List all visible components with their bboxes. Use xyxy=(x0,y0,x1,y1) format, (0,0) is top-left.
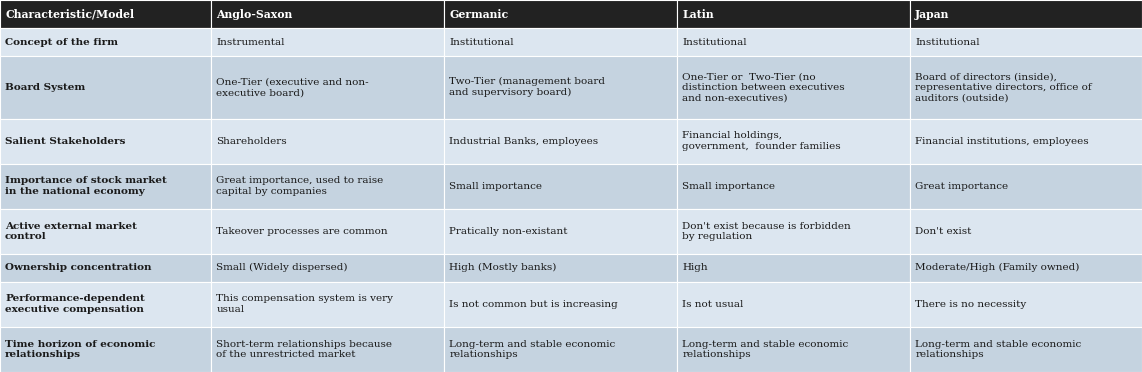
Text: Board of directors (inside),
representative directors, office of
auditors (outsi: Board of directors (inside), representat… xyxy=(915,72,1092,103)
Text: Institutional: Institutional xyxy=(915,38,980,47)
Text: Moderate/High (Family owned): Moderate/High (Family owned) xyxy=(915,263,1079,272)
Bar xyxy=(910,119,1142,164)
Bar xyxy=(0,327,211,372)
Bar xyxy=(211,282,444,327)
Bar xyxy=(211,164,444,209)
Text: Small importance: Small importance xyxy=(682,182,775,191)
Text: Performance-dependent
executive compensation: Performance-dependent executive compensa… xyxy=(5,294,145,314)
Text: Financial institutions, employees: Financial institutions, employees xyxy=(915,137,1088,146)
Bar xyxy=(910,327,1142,372)
Text: Japan: Japan xyxy=(915,9,949,20)
Text: High (Mostly banks): High (Mostly banks) xyxy=(449,263,556,272)
Text: Institutional: Institutional xyxy=(682,38,747,47)
Bar xyxy=(910,254,1142,282)
Bar xyxy=(0,282,211,327)
Text: There is no necessity: There is no necessity xyxy=(915,300,1027,309)
Bar xyxy=(677,119,910,164)
Text: Latin: Latin xyxy=(682,9,714,20)
Text: Board System: Board System xyxy=(5,83,86,92)
Bar xyxy=(211,56,444,119)
Text: Great importance, used to raise
capital by companies: Great importance, used to raise capital … xyxy=(216,176,384,196)
Bar xyxy=(677,56,910,119)
Text: Takeover processes are common: Takeover processes are common xyxy=(216,227,388,236)
Bar xyxy=(0,28,211,56)
Text: Anglo-Saxon: Anglo-Saxon xyxy=(216,9,292,20)
Bar xyxy=(444,209,677,254)
Bar xyxy=(0,56,211,119)
Text: Small importance: Small importance xyxy=(449,182,542,191)
Text: Shareholders: Shareholders xyxy=(216,137,287,146)
Bar xyxy=(211,327,444,372)
Text: Pratically non-existant: Pratically non-existant xyxy=(449,227,568,236)
Text: Don't exist because is forbidden
by regulation: Don't exist because is forbidden by regu… xyxy=(682,222,851,241)
Bar xyxy=(910,0,1142,28)
Text: Long-term and stable economic
relationships: Long-term and stable economic relationsh… xyxy=(915,340,1081,359)
Text: Industrial Banks, employees: Industrial Banks, employees xyxy=(449,137,598,146)
Bar xyxy=(211,254,444,282)
Bar xyxy=(677,327,910,372)
Bar xyxy=(910,282,1142,327)
Bar xyxy=(444,56,677,119)
Bar xyxy=(910,28,1142,56)
Bar xyxy=(211,28,444,56)
Text: Is not usual: Is not usual xyxy=(682,300,743,309)
Bar xyxy=(910,56,1142,119)
Text: One-Tier (executive and non-
executive board): One-Tier (executive and non- executive b… xyxy=(216,77,369,97)
Text: Concept of the firm: Concept of the firm xyxy=(5,38,118,47)
Text: Germanic: Germanic xyxy=(449,9,508,20)
Bar xyxy=(677,282,910,327)
Text: Ownership concentration: Ownership concentration xyxy=(5,263,152,272)
Text: Don't exist: Don't exist xyxy=(915,227,972,236)
Bar xyxy=(677,28,910,56)
Bar xyxy=(211,0,444,28)
Bar xyxy=(444,0,677,28)
Text: This compensation system is very
usual: This compensation system is very usual xyxy=(216,294,393,314)
Text: Institutional: Institutional xyxy=(449,38,514,47)
Bar xyxy=(0,254,211,282)
Bar xyxy=(444,164,677,209)
Text: Active external market
control: Active external market control xyxy=(5,222,137,241)
Bar xyxy=(910,164,1142,209)
Text: Characteristic/Model: Characteristic/Model xyxy=(5,9,134,20)
Text: Small (Widely dispersed): Small (Widely dispersed) xyxy=(216,263,348,272)
Text: Financial holdings,
government,  founder families: Financial holdings, government, founder … xyxy=(682,131,841,151)
Bar xyxy=(0,164,211,209)
Bar xyxy=(0,209,211,254)
Bar xyxy=(444,119,677,164)
Bar xyxy=(677,164,910,209)
Bar xyxy=(444,282,677,327)
Bar xyxy=(0,0,211,28)
Text: Long-term and stable economic
relationships: Long-term and stable economic relationsh… xyxy=(449,340,616,359)
Bar xyxy=(0,119,211,164)
Bar xyxy=(677,0,910,28)
Text: Instrumental: Instrumental xyxy=(216,38,284,47)
Text: Salient Stakeholders: Salient Stakeholders xyxy=(5,137,126,146)
Text: Great importance: Great importance xyxy=(915,182,1008,191)
Text: Time horizon of economic
relationships: Time horizon of economic relationships xyxy=(5,340,155,359)
Text: Importance of stock market
in the national economy: Importance of stock market in the nation… xyxy=(5,176,167,196)
Bar xyxy=(211,119,444,164)
Bar xyxy=(444,327,677,372)
Text: High: High xyxy=(682,263,708,272)
Bar xyxy=(910,209,1142,254)
Bar xyxy=(677,209,910,254)
Text: Short-term relationships because
of the unrestricted market: Short-term relationships because of the … xyxy=(216,340,392,359)
Text: One-Tier or  Two-Tier (no
distinction between executives
and non-executives): One-Tier or Two-Tier (no distinction bet… xyxy=(682,72,845,103)
Text: Two-Tier (management board
and supervisory board): Two-Tier (management board and superviso… xyxy=(449,77,605,97)
Bar xyxy=(211,209,444,254)
Text: Long-term and stable economic
relationships: Long-term and stable economic relationsh… xyxy=(682,340,849,359)
Bar xyxy=(444,254,677,282)
Bar xyxy=(444,28,677,56)
Bar xyxy=(677,254,910,282)
Text: Is not common but is increasing: Is not common but is increasing xyxy=(449,300,618,309)
